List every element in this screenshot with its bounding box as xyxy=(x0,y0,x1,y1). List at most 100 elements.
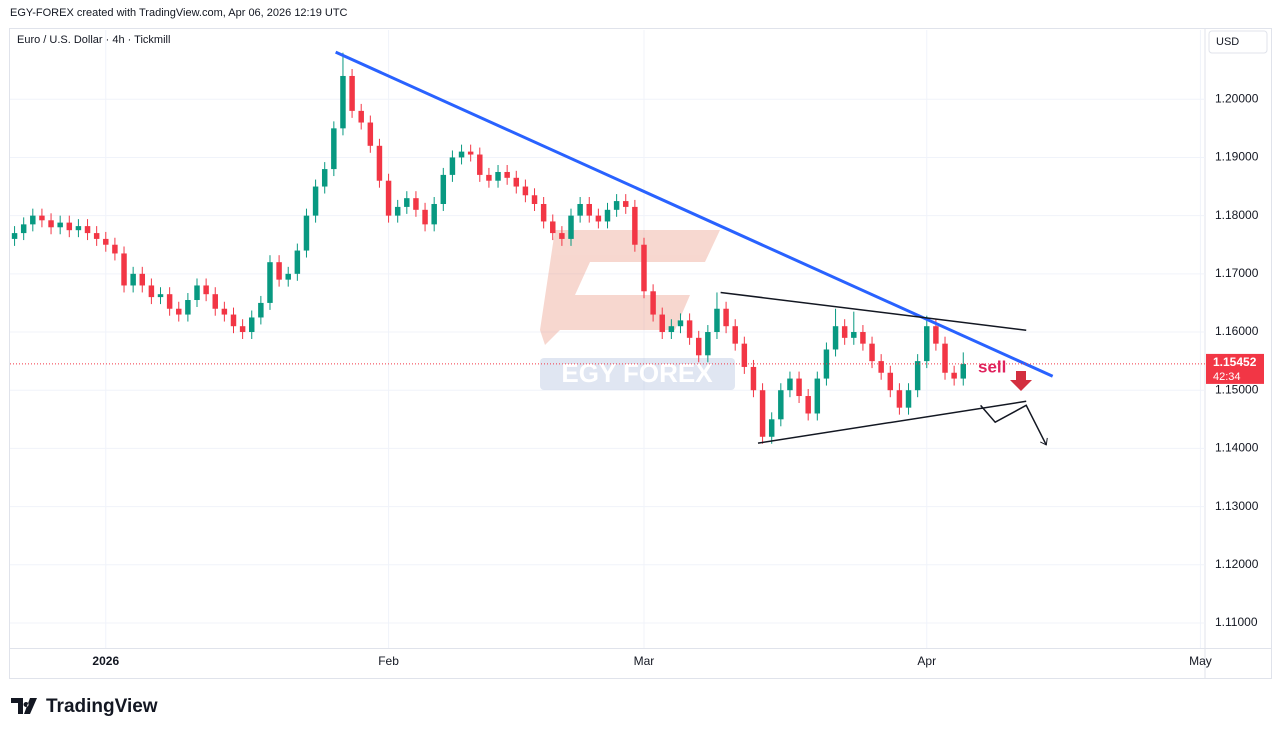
candle-body xyxy=(623,201,629,207)
candle-body xyxy=(75,226,82,231)
candle-body xyxy=(586,203,592,216)
candle-body xyxy=(66,222,73,231)
y-tick-label: 1.12000 xyxy=(1215,557,1259,571)
candle-body xyxy=(732,326,738,344)
candle-body xyxy=(531,195,538,204)
watermark-box xyxy=(540,358,735,390)
candle-body xyxy=(449,157,456,175)
x-tick-label: Mar xyxy=(634,654,655,668)
y-tick-label: 1.11000 xyxy=(1215,615,1258,629)
candle-body xyxy=(768,419,775,437)
candle-body xyxy=(458,151,465,158)
candle-body xyxy=(30,215,36,225)
candle-body xyxy=(504,171,510,178)
candle-body xyxy=(878,361,884,373)
candle-body xyxy=(239,326,246,333)
candle-body xyxy=(258,302,264,318)
candle-body xyxy=(194,285,200,301)
y-tick-label: 1.15000 xyxy=(1215,382,1259,396)
candle-body xyxy=(103,238,109,245)
candle-body xyxy=(176,308,182,315)
candle-body xyxy=(130,273,136,286)
candle-body xyxy=(677,320,684,327)
candle-body xyxy=(942,343,948,373)
candle-body xyxy=(394,206,401,216)
candle-body xyxy=(376,145,383,181)
candle-body xyxy=(613,201,620,210)
candle-body xyxy=(294,250,301,274)
candle-body xyxy=(914,361,921,391)
candle-body xyxy=(404,198,410,207)
candle-body xyxy=(832,326,839,350)
trend-line xyxy=(720,291,1027,332)
currency-box[interactable] xyxy=(1208,30,1268,54)
projection-arrowhead xyxy=(1040,437,1048,446)
trend-line xyxy=(980,404,1047,446)
candle-body xyxy=(550,221,556,234)
watermark-text: EGY FOREX xyxy=(561,358,713,388)
candle-body xyxy=(796,378,802,397)
chart-title: Euro / U.S. Dollar · 4h · Tickmill xyxy=(17,34,170,46)
candle-body xyxy=(285,273,291,280)
candle-body xyxy=(741,343,748,367)
candle-body xyxy=(540,203,547,222)
candle-body xyxy=(331,128,337,170)
candle-body xyxy=(860,332,866,344)
candle-body xyxy=(121,253,127,286)
candle-body xyxy=(750,366,757,391)
x-tick-label: Feb xyxy=(378,654,399,668)
candle-body xyxy=(513,177,520,187)
candle-body xyxy=(267,262,273,303)
candle-body xyxy=(385,180,392,216)
candle-body xyxy=(686,320,693,338)
candle-body xyxy=(705,332,711,356)
candle-body xyxy=(486,174,492,181)
candle-body xyxy=(841,326,848,338)
candle-body xyxy=(477,154,483,175)
sell-arrow xyxy=(1010,371,1032,391)
candle-body xyxy=(203,285,209,295)
candle-body xyxy=(723,308,729,327)
candle-body xyxy=(230,314,237,327)
y-tick-label: 1.18000 xyxy=(1215,208,1259,222)
candle-body xyxy=(805,396,811,414)
candle-body xyxy=(276,262,282,280)
candle-body xyxy=(632,206,638,245)
candle-body xyxy=(495,171,501,181)
candle-body xyxy=(467,151,474,155)
candle-body xyxy=(641,244,647,292)
y-tick-label: 1.17000 xyxy=(1215,266,1259,280)
currency[interactable]: USD xyxy=(1216,36,1239,48)
candle-body xyxy=(695,337,702,356)
candle-body xyxy=(312,186,319,216)
candle-body xyxy=(759,390,766,437)
candle-body xyxy=(905,390,912,408)
candle-body xyxy=(212,294,218,309)
candle-body xyxy=(84,226,91,234)
last-price-box xyxy=(1206,353,1264,384)
candle-body xyxy=(559,233,565,239)
x-tick-label: May xyxy=(1189,654,1212,668)
candle-body xyxy=(595,215,602,222)
candle-body xyxy=(814,378,821,414)
candle-body xyxy=(887,372,894,391)
last-price-label: 1.15452 xyxy=(1213,355,1257,369)
candle-body xyxy=(714,308,720,333)
candle-body xyxy=(422,209,428,225)
candle-body xyxy=(249,317,255,333)
candle-body xyxy=(787,378,793,391)
candle-body xyxy=(440,174,447,204)
candle-body xyxy=(367,122,374,146)
candle-body xyxy=(924,326,930,362)
candle-body xyxy=(93,233,100,239)
trend-line xyxy=(335,50,1054,378)
candle-body xyxy=(321,169,328,187)
countdown: 42:34 xyxy=(1213,371,1241,383)
brand-logo xyxy=(11,698,37,714)
x-tick-label: 2026 xyxy=(92,654,119,668)
watermark-logo xyxy=(540,230,720,345)
candle-body xyxy=(340,75,346,129)
candle-body xyxy=(650,291,656,315)
